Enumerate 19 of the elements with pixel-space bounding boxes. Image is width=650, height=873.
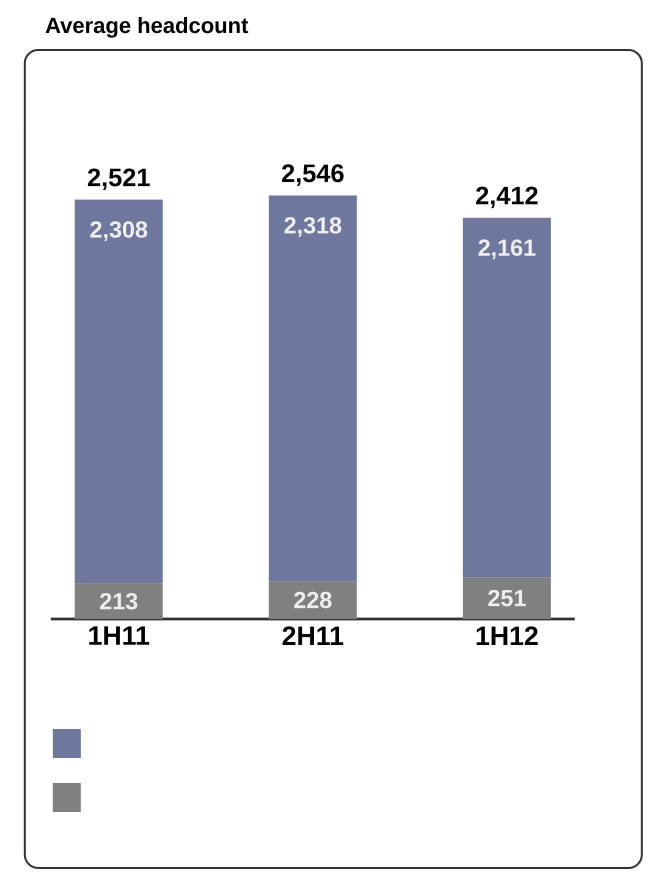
- x-tick-label: 2H11: [282, 626, 344, 645]
- data-label: 2,161: [478, 239, 536, 260]
- data-label: 213: [100, 593, 138, 610]
- bar: [268, 581, 357, 619]
- bar: [462, 577, 551, 619]
- total-label: 2,546: [282, 164, 344, 186]
- chart-title: Average headcount: [46, 17, 248, 38]
- data-label: 2,308: [90, 221, 148, 242]
- x-tick-label: 1H11: [89, 626, 150, 645]
- data-label: 251: [488, 590, 526, 606]
- bar: [74, 584, 163, 619]
- x-tick-label: 1H12: [476, 626, 538, 645]
- bar: [462, 218, 551, 578]
- total-label: 2,412: [476, 186, 538, 208]
- bar: [74, 200, 163, 584]
- data-label: 2,318: [284, 217, 342, 238]
- data-label: 228: [294, 592, 332, 608]
- bar: [268, 196, 357, 582]
- total-label: 2,521: [88, 168, 150, 190]
